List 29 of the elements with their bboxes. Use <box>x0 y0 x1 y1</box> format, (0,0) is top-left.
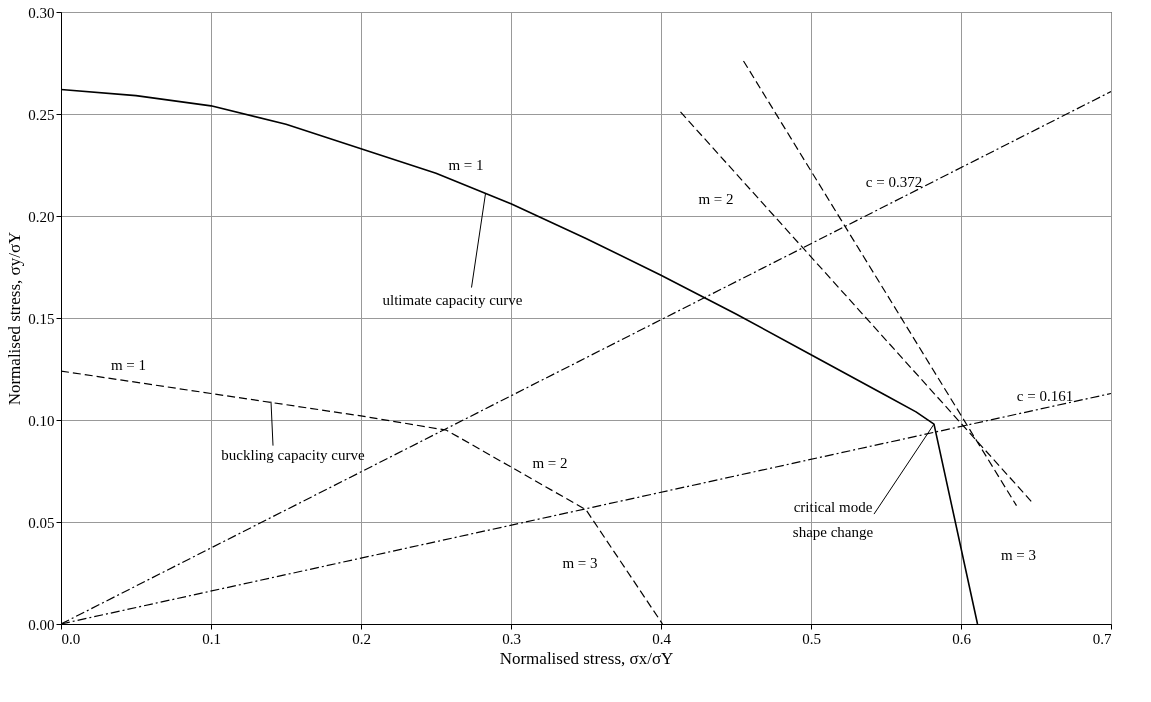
y-tick-label: 0.10 <box>28 412 55 429</box>
y-tick-label: 0.15 <box>28 310 55 327</box>
x-tick-label: 0.4 <box>652 630 672 647</box>
x-tick-label: 0.7 <box>1092 630 1112 647</box>
annotation: buckling capacity curve <box>221 446 365 463</box>
annotation: m = 1 <box>110 357 147 374</box>
annotation: c = 0.161 <box>1016 387 1074 404</box>
y-tick-label: 0.25 <box>28 106 55 123</box>
annotation: c = 0.372 <box>865 173 923 190</box>
annotation: m = 1 <box>448 157 484 174</box>
annotation: m = 2 <box>532 455 568 472</box>
y-axis-title: Normalised stress, σy/σY <box>5 231 25 406</box>
annotation: critical mode <box>793 499 873 516</box>
y-tick-label: 0.30 <box>28 4 55 21</box>
annotation: ultimate capacity curve <box>382 291 523 308</box>
x-tick-label: 0.6 <box>952 630 972 647</box>
x-tick-label: 0.0 <box>61 630 81 647</box>
annotation: m = 3 <box>562 554 598 571</box>
y-tick-label: 0.00 <box>28 616 55 633</box>
x-tick-label: 0.2 <box>352 630 371 647</box>
y-tick-label: 0.05 <box>28 514 55 531</box>
x-tick-label: 0.3 <box>502 630 521 647</box>
annotation: m = 3 <box>1000 546 1037 563</box>
x-tick-label: 0.1 <box>202 630 221 647</box>
annotation: shape change <box>792 524 874 541</box>
annotation: m = 2 <box>698 190 734 207</box>
y-tick-label: 0.20 <box>28 208 55 225</box>
x-axis-title: Normalised stress, σx/σY <box>499 648 674 668</box>
x-tick-label: 0.5 <box>802 630 821 647</box>
